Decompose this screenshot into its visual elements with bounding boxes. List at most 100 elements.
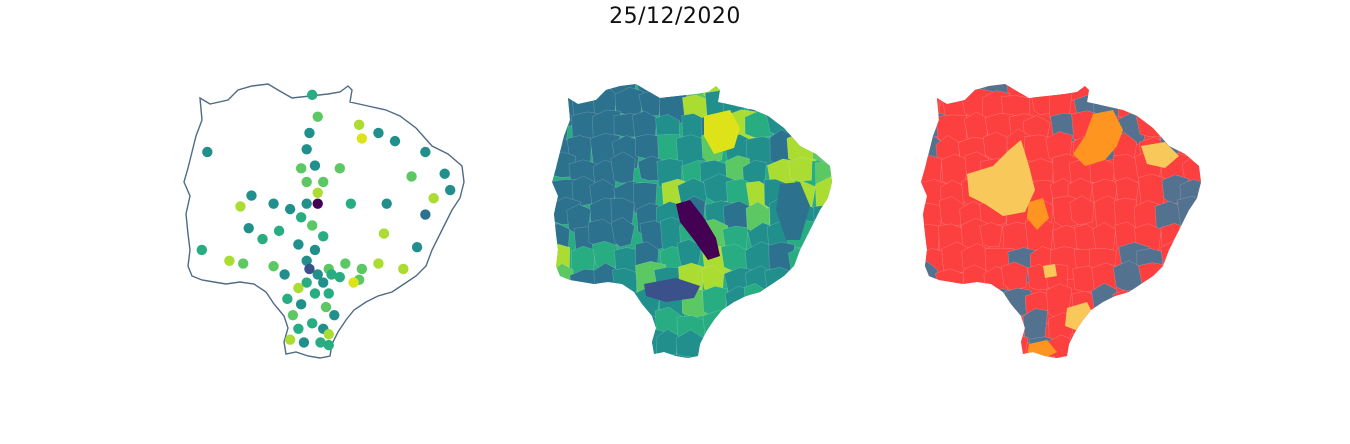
choropleth-region: [723, 307, 754, 344]
class-orange-region: [1027, 198, 1049, 230]
class-region: [1183, 261, 1201, 291]
class-region: [979, 312, 1003, 341]
choropleth-region: [788, 247, 811, 284]
municipality-point: [445, 184, 456, 196]
municipality-point: [196, 244, 207, 256]
municipality-point: [353, 119, 365, 130]
choropleth-region: [741, 84, 769, 91]
class-region: [1052, 84, 1077, 98]
municipality-point: [312, 111, 323, 122]
municipality-point: [406, 171, 417, 182]
municipality-point: [295, 163, 307, 174]
municipality-point: [428, 193, 439, 204]
choropleth-region: [743, 283, 767, 317]
municipality-point: [284, 203, 296, 215]
municipality-point: [312, 187, 323, 198]
class-region: [1000, 357, 1024, 358]
choropleth-region: [835, 204, 861, 237]
class-region: [1138, 351, 1164, 358]
choropleth-region: [749, 334, 779, 358]
municipality-point: [439, 168, 450, 179]
class-region: [1140, 86, 1172, 118]
choropleth-region: [552, 285, 578, 322]
choropleth-region: [566, 309, 594, 341]
municipality-point: [304, 127, 315, 139]
choropleth-region: [592, 285, 620, 313]
choropleth-max-region: [704, 110, 740, 154]
municipality-point: [298, 337, 310, 348]
class-region: [1181, 84, 1201, 98]
choropleth-region: [835, 355, 865, 383]
choropleth-region: [815, 240, 832, 273]
class-region: [1136, 108, 1168, 137]
class-region: [921, 334, 943, 358]
class-region: [1090, 84, 1120, 98]
choropleth-region: [614, 349, 642, 358]
class-region: [1182, 352, 1201, 358]
class-region: [1176, 196, 1201, 232]
choropleth-region: [792, 90, 816, 123]
class-region: [1136, 310, 1165, 343]
municipality-point: [309, 288, 321, 299]
choropleth-region: [677, 356, 702, 358]
class-region: [1115, 331, 1143, 358]
class-region: [1046, 334, 1076, 358]
municipality-point: [268, 261, 279, 272]
choropleth-region: [744, 352, 773, 358]
choropleth-region: [767, 91, 796, 121]
choropleth-region: [831, 88, 832, 123]
class-region: [1204, 65, 1228, 94]
choropleth-region: [552, 95, 577, 128]
class-region: [1179, 329, 1201, 358]
choropleth-region: [838, 266, 867, 292]
class-region: [1159, 291, 1192, 325]
municipality-point: [378, 228, 390, 239]
class-region: [1178, 245, 1201, 274]
municipality-point: [309, 244, 321, 256]
class-region: [1203, 337, 1234, 363]
municipality-point: [295, 212, 307, 223]
municipality-point: [345, 198, 357, 209]
class-region: [1207, 354, 1235, 383]
municipality-point: [340, 258, 351, 269]
class-region: [1028, 84, 1051, 100]
class-region: [921, 350, 947, 358]
choropleth-region: [552, 263, 574, 298]
choropleth-region: [768, 333, 793, 358]
choropleth-region: [573, 84, 598, 98]
choropleth-region: [771, 284, 799, 313]
class-region: [1004, 335, 1029, 358]
choropleth-region: [770, 351, 794, 358]
class-region: [1139, 84, 1166, 96]
municipality-point: [307, 318, 318, 329]
choropleth-region: [567, 290, 594, 319]
municipality-point: [279, 269, 290, 280]
choropleth-region: [792, 270, 823, 303]
class-region: [1201, 134, 1227, 166]
municipality-point: [312, 269, 323, 280]
municipality-point: [356, 263, 368, 275]
class-region: [1160, 93, 1189, 128]
class-region: [963, 285, 996, 315]
class-yellow-region: [967, 140, 1035, 216]
municipality-point: [301, 255, 312, 266]
municipality-point: [301, 277, 312, 288]
choropleth-region: [813, 204, 832, 234]
municipality-point: [323, 339, 334, 351]
municipality-point: [312, 198, 323, 209]
class-region: [1178, 85, 1201, 114]
class-region: [1000, 261, 1029, 291]
municipality-point: [304, 263, 315, 275]
choropleth-region: [704, 355, 732, 358]
class-region: [979, 222, 1003, 248]
choropleth-region: [791, 334, 824, 358]
municipality-point: [334, 271, 345, 283]
municipality-point: [293, 282, 304, 294]
municipality-point: [301, 198, 312, 209]
municipality-point: [398, 263, 409, 275]
municipality-point: [420, 209, 431, 220]
class-region: [1092, 310, 1123, 350]
choropleth-region: [764, 266, 795, 297]
class-region: [961, 350, 993, 358]
choropleth-region: [815, 84, 832, 97]
